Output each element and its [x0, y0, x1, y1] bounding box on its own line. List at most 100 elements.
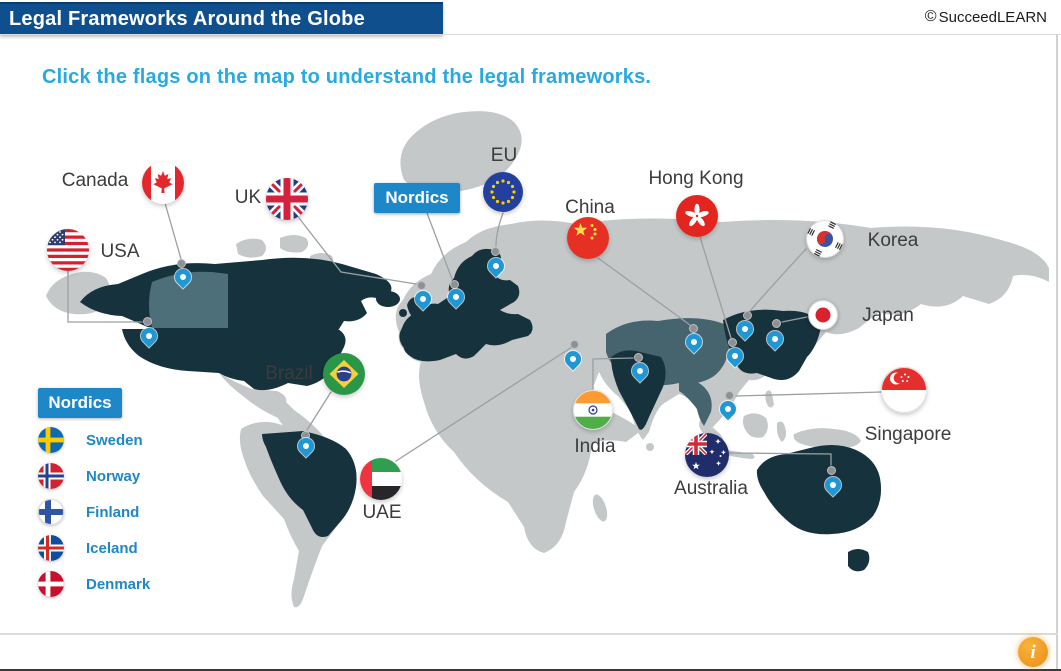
copyright-icon: © — [924, 8, 937, 25]
connector-line-eu — [495, 212, 504, 247]
norway-flag-icon — [38, 463, 64, 489]
denmark-flag-icon — [38, 571, 64, 597]
uk-flag-icon — [266, 178, 308, 220]
legend-label-norway: Norway — [86, 467, 141, 485]
australia-flag[interactable] — [685, 433, 729, 477]
region-iceland — [376, 291, 400, 307]
australia-flag-icon — [685, 433, 729, 477]
nordics-legend-title: Nordics — [38, 388, 122, 418]
connector-lines — [67, 202, 883, 466]
legend-label-denmark: Denmark — [86, 575, 151, 593]
uk-flag[interactable] — [266, 178, 308, 220]
hong-kong-flag-icon — [676, 195, 718, 237]
uae-flag-icon — [360, 458, 402, 500]
connector-line-japan — [781, 316, 808, 323]
japan-label: Japan — [862, 305, 914, 326]
region-africa — [419, 340, 642, 553]
connector-line-hong-kong — [699, 236, 732, 339]
legend-label-sweden: Sweden — [86, 431, 143, 449]
header-divider — [0, 34, 1061, 35]
usa-flag-icon — [47, 229, 89, 271]
connector-line-brazil — [306, 391, 332, 431]
region-canada-central — [149, 271, 228, 328]
connector-dot-japan — [772, 319, 781, 328]
connector-line-singapore — [735, 391, 883, 397]
region-ireland — [399, 309, 407, 317]
region-sulawesi — [776, 421, 786, 442]
region-greenland — [400, 111, 522, 193]
page-title: Legal Frameworks Around the Globe — [9, 8, 365, 30]
usa-flag[interactable] — [47, 229, 89, 271]
china-label: China — [565, 197, 615, 218]
sweden-flag-icon — [38, 427, 64, 453]
connector-line-korea — [749, 248, 807, 312]
connector-dot-china — [689, 324, 698, 333]
india-flag[interactable] — [573, 390, 613, 430]
brand-name: SucceedLEARN — [938, 8, 1047, 26]
region-philippines — [765, 390, 774, 408]
nordics-button[interactable]: Nordics — [374, 183, 460, 213]
connector-dot-singapore — [725, 391, 734, 400]
info-icon: i — [1030, 641, 1036, 663]
connector-dot-korea — [743, 311, 752, 320]
japan-flag[interactable] — [808, 300, 838, 330]
japan-flag-icon — [808, 300, 838, 330]
canada-flag-icon — [142, 162, 184, 204]
region-new-guinea — [793, 428, 861, 448]
connector-line-usa — [67, 270, 143, 323]
uk-label: UK — [234, 187, 262, 208]
usa-label: USA — [100, 241, 140, 262]
region-arctic-islands — [236, 235, 334, 268]
title-bar: Legal Frameworks Around the Globe — [0, 2, 443, 35]
china-flag[interactable] — [567, 217, 609, 259]
uae-flag[interactable] — [360, 458, 402, 500]
korea-flag[interactable] — [806, 220, 844, 258]
legend-item-norway[interactable]: Norway — [38, 463, 150, 489]
legend-label-finland: Finland — [86, 503, 140, 521]
content-bottom-divider — [0, 633, 1058, 635]
region-borneo — [742, 413, 768, 438]
legend-item-sweden[interactable]: Sweden — [38, 427, 150, 453]
region-usa — [122, 329, 346, 391]
info-button[interactable]: i — [1018, 637, 1048, 667]
instruction-text: Click the flags on the map to understand… — [42, 66, 652, 88]
legend-item-denmark[interactable]: Denmark — [38, 571, 150, 597]
hong-kong-flag[interactable] — [676, 195, 718, 237]
region-canada — [80, 257, 392, 329]
connector-dot-australia — [827, 466, 836, 475]
china-flag-icon — [567, 217, 609, 259]
brazil-flag[interactable] — [323, 353, 365, 395]
connector-line-china — [597, 257, 691, 326]
window-bottom-edge — [0, 669, 1061, 671]
connector-dot-india — [634, 353, 643, 362]
brazil-label: Brazil — [265, 363, 313, 384]
legend-item-iceland[interactable]: Iceland — [38, 535, 150, 561]
singapore-label: Singapore — [864, 424, 952, 445]
uae-label: UAE — [362, 502, 402, 523]
legend-item-finland[interactable]: Finland — [38, 499, 150, 525]
region-korea — [750, 336, 767, 361]
region-europe — [399, 248, 533, 362]
region-japan-hokkaido — [788, 322, 800, 334]
nordics-legend: Nordics Sweden Norway — [38, 388, 150, 607]
korea-label: Korea — [867, 230, 919, 251]
content-right-border — [1056, 34, 1058, 671]
brazil-flag-icon — [323, 353, 365, 395]
connector-dot-canada — [177, 259, 186, 268]
canada-flag[interactable] — [142, 162, 184, 204]
eu-flag[interactable] — [483, 172, 523, 212]
connector-line-australia — [728, 452, 832, 466]
singapore-flag-icon — [881, 367, 927, 413]
connector-line-canada — [164, 202, 182, 260]
eu-label: EU — [490, 145, 518, 166]
region-java — [724, 450, 755, 459]
singapore-flag[interactable] — [881, 367, 927, 413]
connector-line-uk — [298, 217, 417, 285]
connector-dot-uk — [417, 281, 426, 290]
india-label: India — [574, 436, 616, 457]
australia-label: Australia — [674, 478, 748, 499]
connector-line-india — [592, 357, 634, 391]
connector-dot-usa — [143, 317, 152, 326]
